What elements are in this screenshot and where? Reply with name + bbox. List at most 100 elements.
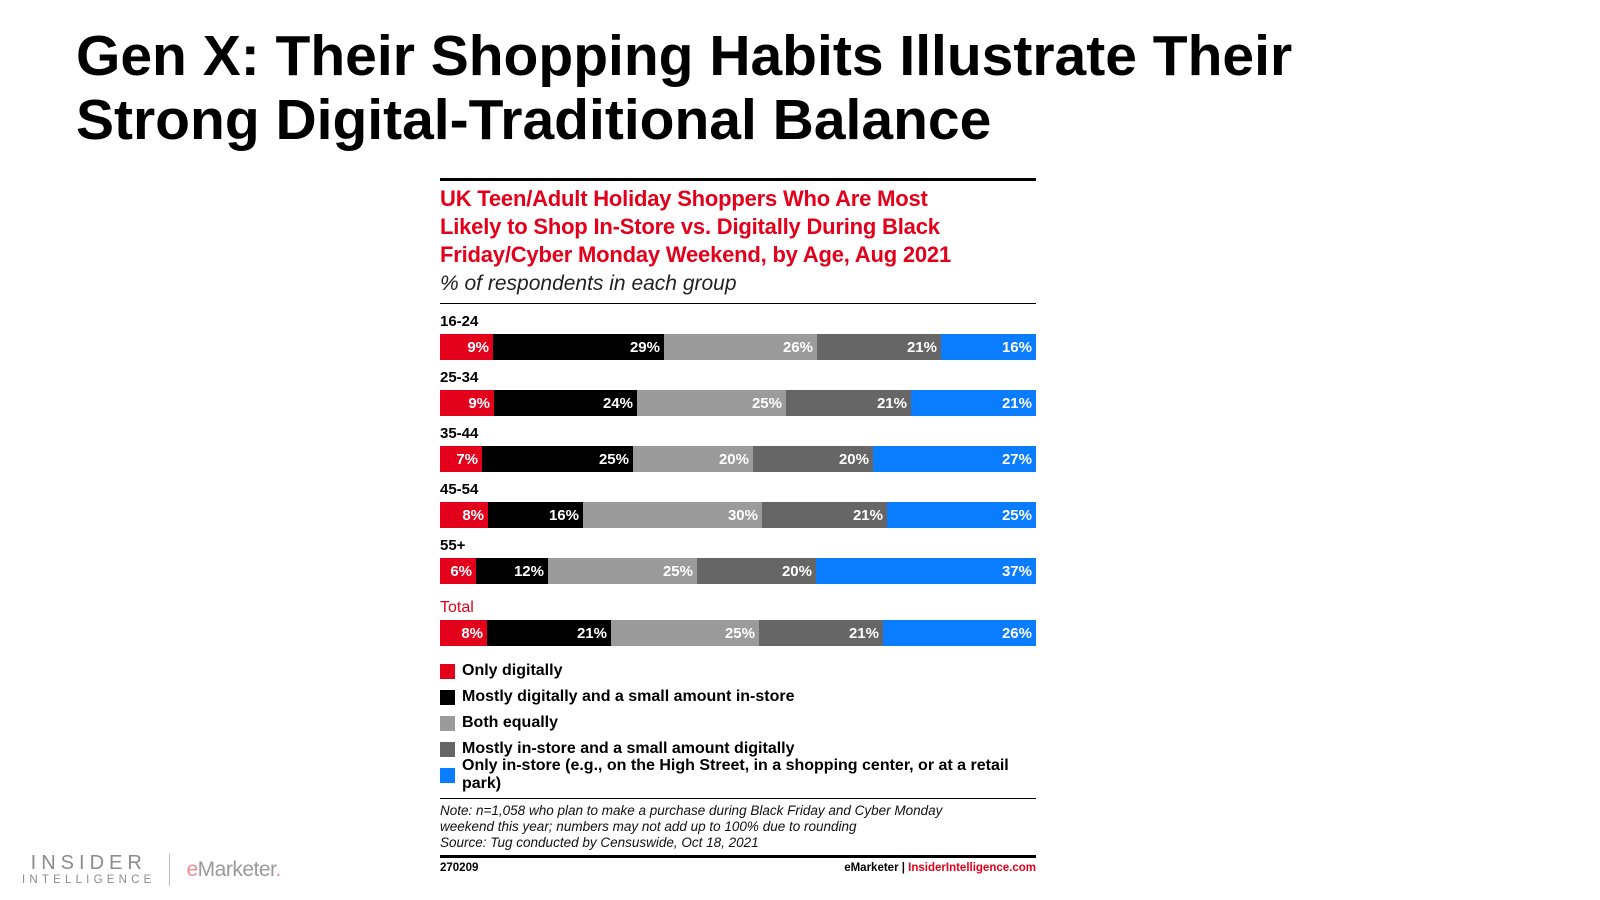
stacked-bar: 6% 12% 25% 20% 37% xyxy=(440,558,1036,584)
chart-row: 16-24 9% 29% 26% 21% 16% xyxy=(440,312,1036,360)
data-label: 37% xyxy=(1001,562,1032,580)
data-label: 6% xyxy=(450,562,472,580)
bar-segment: 26% xyxy=(883,620,1036,646)
legend-label: Only digitally xyxy=(462,662,563,679)
bar-segment: 9% xyxy=(440,334,493,360)
data-label: 25% xyxy=(724,624,755,642)
legend-item: Both equally xyxy=(440,710,1036,736)
slide-title: Gen X: Their Shopping Habits Illustrate … xyxy=(76,24,1476,152)
bar-segment: 20% xyxy=(697,558,816,584)
data-label: 30% xyxy=(727,506,758,524)
bar-segment: 20% xyxy=(633,446,753,472)
category-label: 35-44 xyxy=(440,425,479,442)
bar-segment: 16% xyxy=(941,334,1036,360)
footer-site-link[interactable]: InsiderIntelligence.com xyxy=(908,862,1036,874)
logo-divider xyxy=(169,854,171,886)
bar-segment: 24% xyxy=(494,390,637,416)
data-label: 12% xyxy=(513,562,544,580)
data-label: 26% xyxy=(782,338,813,356)
bar-segment: 27% xyxy=(873,446,1036,472)
bar-segment: 21% xyxy=(487,620,611,646)
insider-intelligence-logo: INSIDER INTELLIGENCE xyxy=(22,853,155,887)
bar-segment: 29% xyxy=(493,334,664,360)
chart-source-brand: eMarketer | InsiderIntelligence.com xyxy=(844,862,1036,874)
legend-label: Mostly digitally and a small amount in-s… xyxy=(462,688,795,705)
bar-segment: 25% xyxy=(548,558,697,584)
logo-area: INSIDER INTELLIGENCE eMarketer. xyxy=(22,853,281,887)
data-label: 8% xyxy=(462,506,484,524)
chart-top-rule xyxy=(440,178,1036,181)
bar-segment: 26% xyxy=(664,334,817,360)
data-label: 8% xyxy=(461,624,483,642)
data-label: 25% xyxy=(751,394,782,412)
footer-brand: eMarketer xyxy=(844,862,899,874)
chart-title: UK Teen/Adult Holiday Shoppers Who Are M… xyxy=(440,185,1036,269)
bar-segment: 21% xyxy=(817,334,941,360)
bar-segment: 6% xyxy=(440,558,476,584)
chart-note-line-2: weekend this year; numbers may not add u… xyxy=(440,819,857,834)
slide-title-line-1: Gen X: Their Shopping Habits Illustrate … xyxy=(76,24,1293,88)
data-label: 26% xyxy=(1001,624,1032,642)
stacked-bar: 9% 29% 26% 21% 16% xyxy=(440,334,1036,360)
chart-note-line-1: Note: n=1,058 who plan to make a purchas… xyxy=(440,803,943,818)
chart-footer: 270209 eMarketer | InsiderIntelligence.c… xyxy=(440,862,1036,874)
legend-item: Mostly in-store and a small amount digit… xyxy=(440,736,1036,762)
chart-legend: Only digitally Mostly digitally and a sma… xyxy=(440,658,1036,792)
data-label: 21% xyxy=(1001,394,1032,412)
chart-title-line-2: Likely to Shop In-Store vs. Digitally Du… xyxy=(440,214,940,239)
bar-segment: 7% xyxy=(440,446,482,472)
data-label: 24% xyxy=(602,394,633,412)
data-label: 9% xyxy=(468,394,490,412)
legend-swatch xyxy=(440,767,455,783)
legend-swatch xyxy=(440,715,455,731)
stacked-bar: 7% 25% 20% 20% 27% xyxy=(440,446,1036,472)
chart-note: Note: n=1,058 who plan to make a purchas… xyxy=(440,798,1036,851)
category-label: 45-54 xyxy=(440,481,479,498)
footer-separator: | xyxy=(901,862,905,874)
bar-segment: 8% xyxy=(440,502,488,528)
data-label: 27% xyxy=(1001,450,1032,468)
chart-card: UK Teen/Adult Holiday Shoppers Who Are M… xyxy=(440,178,1036,874)
category-label: 55+ xyxy=(440,537,466,554)
insider-logo-line-2: INTELLIGENCE xyxy=(22,874,156,886)
chart-note-line-3: Source: Tug conducted by Censuswide, Oct… xyxy=(440,835,759,850)
bar-segment: 9% xyxy=(440,390,494,416)
bar-segment: 21% xyxy=(786,390,911,416)
chart-subtitle: % of respondents in each group xyxy=(440,272,737,295)
legend-item: Only digitally xyxy=(440,658,1036,684)
data-label: 21% xyxy=(906,338,937,356)
data-label: 25% xyxy=(1001,506,1032,524)
chart-title-line-1: UK Teen/Adult Holiday Shoppers Who Are M… xyxy=(440,186,928,211)
chart-id: 270209 xyxy=(440,862,479,874)
data-label: 21% xyxy=(576,624,607,642)
bar-segment: 25% xyxy=(482,446,633,472)
legend-swatch xyxy=(440,741,455,757)
legend-item: Only in-store (e.g., on the High Street,… xyxy=(440,757,1036,792)
legend-swatch xyxy=(440,663,455,679)
data-label: 9% xyxy=(467,338,489,356)
legend-swatch xyxy=(440,689,455,705)
legend-label: Both equally xyxy=(462,714,559,731)
bar-segment: 12% xyxy=(476,558,548,584)
data-label: 16% xyxy=(1001,338,1032,356)
insider-logo-line-1: INSIDER xyxy=(30,852,147,874)
data-label: 20% xyxy=(838,450,869,468)
bar-segment: 8% xyxy=(440,620,487,646)
bar-segment: 25% xyxy=(887,502,1036,528)
data-label: 20% xyxy=(718,450,749,468)
data-label: 16% xyxy=(548,506,579,524)
bar-segment: 37% xyxy=(816,558,1036,584)
legend-label: Only in-store (e.g., on the High Street,… xyxy=(462,757,1009,792)
chart-footer-rule xyxy=(440,855,1036,858)
data-label: 29% xyxy=(629,338,660,356)
bar-segment: 16% xyxy=(488,502,583,528)
category-label: 16-24 xyxy=(440,313,479,330)
chart-plot-area: 16-24 9% 29% 26% 21% 16% 25-34 9% 24% 25% 21% 21% 35… xyxy=(440,312,1036,646)
data-label: 20% xyxy=(781,562,812,580)
stacked-bar: 9% 24% 25% 21% 21% xyxy=(440,390,1036,416)
chart-row: 55+ 6% 12% 25% 20% 37% xyxy=(440,536,1036,584)
chart-title-line-3: Friday/Cyber Monday Weekend, by Age, Aug… xyxy=(440,242,951,267)
stacked-bar: 8% 21% 25% 21% 26% xyxy=(440,620,1036,646)
bar-segment: 21% xyxy=(762,502,887,528)
bar-segment: 25% xyxy=(611,620,759,646)
